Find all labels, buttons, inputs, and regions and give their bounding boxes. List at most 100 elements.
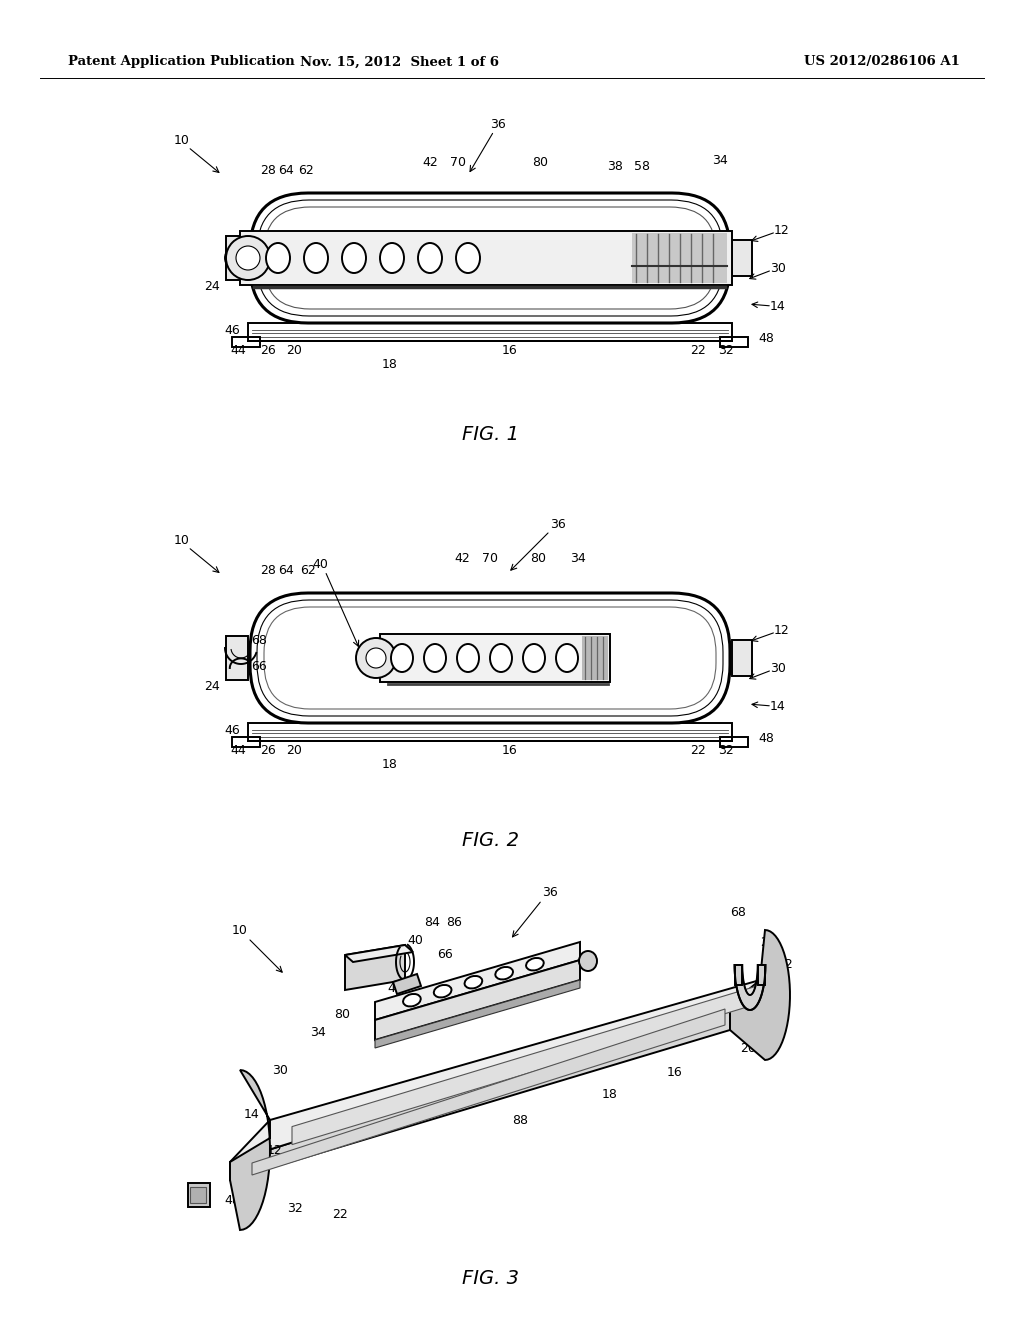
Ellipse shape [465,975,482,989]
Text: 86: 86 [446,916,462,928]
Bar [188,1183,210,1206]
Text: 62: 62 [777,958,793,972]
Bar [232,737,260,747]
Polygon shape [345,945,413,962]
Text: 44: 44 [230,345,246,358]
Text: 66: 66 [437,949,453,961]
Text: 14: 14 [770,700,785,713]
Text: 70: 70 [482,553,498,565]
Text: 16: 16 [502,345,518,358]
Text: 24: 24 [760,986,776,998]
Bar [720,737,748,747]
Text: 20: 20 [740,1041,756,1055]
Polygon shape [393,974,421,994]
Text: 34: 34 [712,154,728,168]
Polygon shape [345,945,406,990]
Bar [190,1187,206,1203]
Text: 80: 80 [530,553,546,565]
Text: FIG. 1: FIG. 1 [462,425,518,445]
Text: 58: 58 [634,161,650,173]
Text: 42: 42 [422,157,438,169]
Ellipse shape [526,958,544,970]
Text: 28: 28 [760,936,776,949]
Ellipse shape [418,243,442,273]
Text: 12: 12 [774,223,790,236]
Text: 42: 42 [454,553,470,565]
Text: 40: 40 [408,933,423,946]
Text: 40: 40 [312,558,328,572]
Bar [226,636,248,680]
Text: 68: 68 [730,906,745,919]
Bar [732,640,752,676]
Text: 32: 32 [287,1201,303,1214]
Text: 46: 46 [224,325,240,338]
Text: 34: 34 [310,1026,326,1039]
Text: 20: 20 [286,744,302,758]
Polygon shape [734,965,765,1010]
Text: FIG. 3: FIG. 3 [462,1269,518,1287]
Text: 32: 32 [718,345,734,358]
Text: 44: 44 [230,744,246,758]
Text: 22: 22 [690,744,706,758]
Text: 26: 26 [740,1006,756,1019]
Text: 68: 68 [251,634,267,647]
Ellipse shape [304,243,328,273]
Ellipse shape [490,644,512,672]
Polygon shape [252,1008,725,1175]
Circle shape [356,638,396,678]
Text: 14: 14 [770,300,785,313]
Text: 30: 30 [770,661,786,675]
Text: 46: 46 [224,725,240,738]
Text: 28: 28 [260,165,275,177]
Text: 84: 84 [424,916,440,928]
Text: 10: 10 [232,924,248,936]
Text: 48: 48 [758,333,774,346]
Bar [226,236,248,280]
Text: 32: 32 [718,744,734,758]
Ellipse shape [424,644,446,672]
Text: 64: 64 [279,165,294,177]
Text: 82: 82 [367,964,383,977]
Text: 36: 36 [542,886,558,899]
Text: FIG. 2: FIG. 2 [462,830,518,850]
Polygon shape [375,960,580,1040]
Text: US 2012/0286106 A1: US 2012/0286106 A1 [804,55,961,69]
Polygon shape [730,931,790,1060]
Text: 12: 12 [774,623,790,636]
Bar [232,337,260,347]
Ellipse shape [556,644,578,672]
Ellipse shape [457,644,479,672]
Text: 36: 36 [490,119,506,132]
Text: 10: 10 [174,535,189,548]
Circle shape [366,648,386,668]
Bar [720,337,748,347]
Text: 18: 18 [602,1089,617,1101]
Text: 18: 18 [382,759,398,771]
Ellipse shape [456,243,480,273]
Text: 18: 18 [382,359,398,371]
Text: 48: 48 [758,733,774,746]
Text: 62: 62 [300,565,315,578]
Text: 28: 28 [260,565,275,578]
Text: 36: 36 [550,519,566,532]
Text: Nov. 15, 2012  Sheet 1 of 6: Nov. 15, 2012 Sheet 1 of 6 [300,55,500,69]
Text: 24: 24 [204,280,220,293]
Polygon shape [292,986,755,1144]
Bar [732,240,752,276]
Ellipse shape [391,644,413,672]
Text: 20: 20 [286,345,302,358]
Text: 14: 14 [244,1109,260,1122]
Polygon shape [375,979,580,1048]
Text: 30: 30 [272,1064,288,1077]
Ellipse shape [342,243,366,273]
Bar [632,234,727,282]
Circle shape [226,236,270,280]
Text: 22: 22 [690,345,706,358]
Text: 80: 80 [532,157,548,169]
Bar [248,323,732,341]
Text: 70: 70 [414,994,430,1006]
Ellipse shape [380,243,404,273]
Bar [380,634,610,682]
Text: 88: 88 [512,1114,528,1126]
Text: 80: 80 [334,1008,350,1022]
